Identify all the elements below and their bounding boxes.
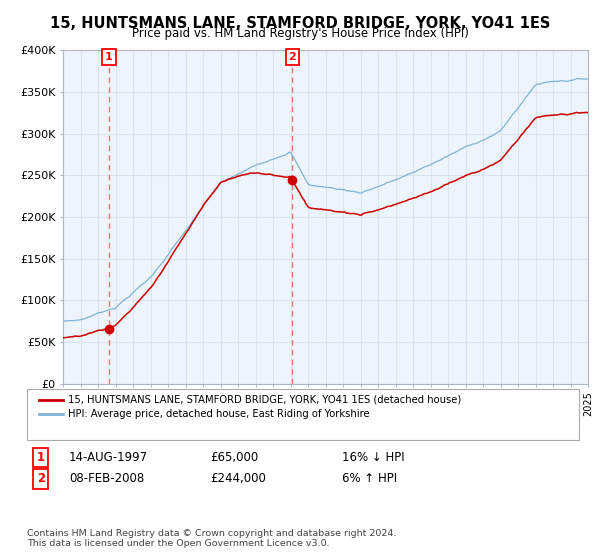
Text: 2: 2 [37,472,45,486]
Text: £244,000: £244,000 [210,472,266,486]
Text: 15, HUNTSMANS LANE, STAMFORD BRIDGE, YORK, YO41 1ES: 15, HUNTSMANS LANE, STAMFORD BRIDGE, YOR… [50,16,550,31]
Text: This data is licensed under the Open Government Licence v3.0.: This data is licensed under the Open Gov… [27,539,329,548]
Text: 2: 2 [289,52,296,62]
Text: Contains HM Land Registry data © Crown copyright and database right 2024.: Contains HM Land Registry data © Crown c… [27,529,397,538]
Text: HPI: Average price, detached house, East Riding of Yorkshire: HPI: Average price, detached house, East… [68,409,370,419]
Text: 1: 1 [105,52,113,62]
Text: 14-AUG-1997: 14-AUG-1997 [69,451,148,464]
Text: 6% ↑ HPI: 6% ↑ HPI [342,472,397,486]
Text: 08-FEB-2008: 08-FEB-2008 [69,472,144,486]
Text: 15, HUNTSMANS LANE, STAMFORD BRIDGE, YORK, YO41 1ES (detached house): 15, HUNTSMANS LANE, STAMFORD BRIDGE, YOR… [68,395,461,405]
Text: Price paid vs. HM Land Registry's House Price Index (HPI): Price paid vs. HM Land Registry's House … [131,27,469,40]
Text: £65,000: £65,000 [210,451,258,464]
Text: 16% ↓ HPI: 16% ↓ HPI [342,451,404,464]
Text: 1: 1 [37,451,45,464]
